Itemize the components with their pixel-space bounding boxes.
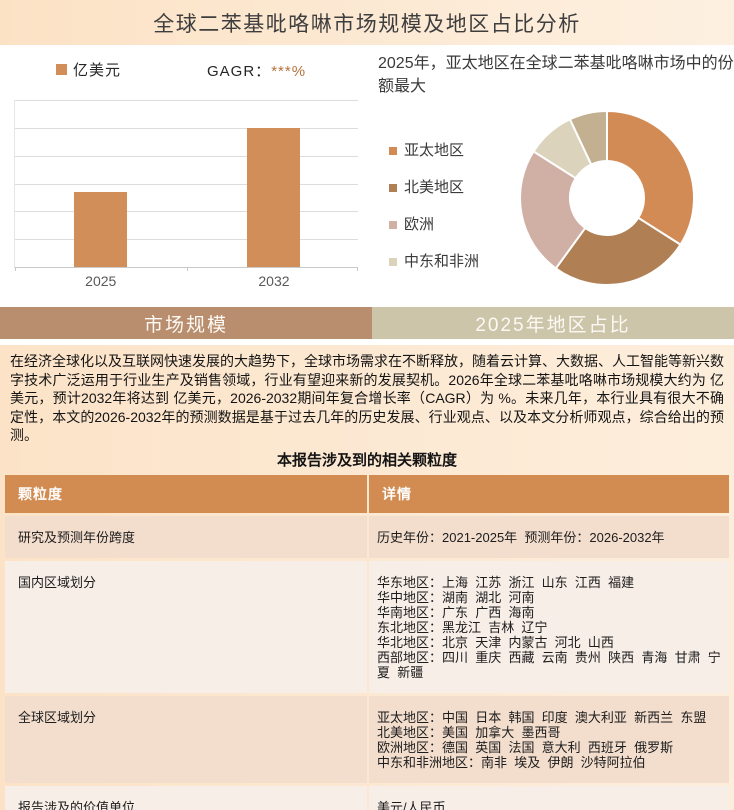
- bar-chart-legend: 亿美元: [56, 59, 121, 80]
- detail-cell: 历史年份：2021-2025年 预测年份：2026-2032年: [369, 515, 729, 558]
- column-header-granularity: 颗粒度: [5, 474, 367, 513]
- detail-cell: 美元/人民币: [369, 785, 729, 810]
- tab-market-size[interactable]: 市场规模: [0, 307, 372, 339]
- donut-legend: 亚太地区北美地区欧洲中东和非洲: [389, 141, 482, 289]
- donut-legend-label: 北美地区: [404, 179, 465, 196]
- donut-slice-欧洲: [519, 149, 587, 270]
- detail-cell: 亚太地区：中国 日本 韩国 印度 澳大利亚 新西兰 东盟 北美地区：美国 加拿大…: [369, 695, 729, 783]
- donut-chart-title: 2025年，亚太地区在全球二苯基吡咯啉市场中的份额最大: [378, 55, 734, 95]
- granularity-cell: 报告涉及的价值单位: [5, 785, 367, 810]
- gridline: [15, 155, 358, 157]
- donut-legend-item: 欧洲: [389, 215, 482, 235]
- legend-label: 亿美元: [73, 62, 122, 79]
- bar-2025: [74, 191, 128, 267]
- gridline: [15, 211, 358, 213]
- donut-legend-label: 亚太地区: [404, 142, 465, 159]
- legend-swatch-icon: [389, 184, 397, 192]
- donut-legend-item: 北美地区: [389, 178, 482, 198]
- page-header: 全球二苯基吡咯啉市场规模及地区占比分析: [0, 0, 734, 45]
- tab-region-share[interactable]: 2025年地区占比: [372, 307, 734, 339]
- legend-swatch-icon: [56, 64, 67, 75]
- table-row: 报告涉及的价值单位 美元/人民币: [5, 785, 729, 810]
- axis-tick: [15, 267, 16, 271]
- legend-swatch-icon: [389, 221, 397, 229]
- legend-swatch-icon: [389, 147, 397, 155]
- axis-tick: [186, 267, 188, 271]
- table-row: 研究及预测年份跨度 历史年份：2021-2025年 预测年份：2026-2032年: [5, 515, 729, 558]
- donut-slice-unlabeled: [568, 109, 608, 166]
- donut-legend-item: 中东和非洲: [389, 252, 482, 272]
- donut-slice-亚太地区: [606, 109, 695, 247]
- donut-legend-item: 亚太地区: [389, 141, 482, 161]
- granularity-table-title: 本报告涉及到的相关颗粒度: [276, 451, 457, 469]
- table-body: 研究及预测年份跨度 历史年份：2021-2025年 预测年份：2026-2032年…: [5, 515, 729, 810]
- axis-tick: [357, 267, 358, 271]
- gridline: [15, 127, 358, 129]
- cagr-label: GAGR：: [207, 63, 272, 80]
- summary-section: 在经济全球化以及互联网快速发展的大趋势下，全球市场需求在不断释放，随着云计算、大…: [0, 345, 734, 810]
- bar-category-label: 2025: [85, 273, 117, 289]
- granularity-cell: 国内区域划分: [5, 560, 367, 693]
- table-row: 全球区域划分 亚太地区：中国 日本 韩国 印度 澳大利亚 新西兰 东盟 北美地区：…: [5, 695, 729, 783]
- bar-category-label: 2032: [258, 273, 290, 289]
- table-row: 国内区域划分 华东地区：上海 江苏 浙江 山东 江西 福建 华中地区：湖南 湖北 …: [5, 560, 729, 693]
- charts-section: 亿美元 GAGR：***% 2025 2032 2025年，亚太地区在全球二苯基吡…: [0, 45, 734, 307]
- section-tabs: 市场规模 2025年地区占比: [0, 307, 734, 339]
- page-title: 全球二苯基吡咯啉市场规模及地区占比分析: [153, 12, 581, 36]
- donut-legend-label: 欧洲: [404, 216, 435, 233]
- donut-chart: [519, 109, 695, 286]
- donut-slice-北美地区: [554, 216, 682, 286]
- summary-paragraph: 在经济全球化以及互联网快速发展的大趋势下，全球市场需求在不断释放，随着云计算、大…: [10, 353, 724, 443]
- legend-swatch-icon: [389, 258, 397, 266]
- gridline: [15, 183, 358, 185]
- donut-legend-label: 中东和非洲: [404, 253, 480, 270]
- bar-chart-plot: 2025 2032: [14, 100, 358, 289]
- gridline: [15, 239, 358, 241]
- table-header-row: 颗粒度 详情: [5, 474, 729, 513]
- detail-cell: 华东地区：上海 江苏 浙江 山东 江西 福建 华中地区：湖南 湖北 河南 华南地…: [369, 560, 729, 693]
- bar-2032: [247, 127, 301, 267]
- gridline: [15, 100, 358, 101]
- column-header-detail: 详情: [369, 474, 729, 513]
- granularity-cell: 研究及预测年份跨度: [5, 515, 367, 558]
- cagr-annotation: GAGR：***%: [207, 60, 306, 81]
- granularity-table: 颗粒度 详情 研究及预测年份跨度 历史年份：2021-2025年 预测年份：202…: [5, 474, 729, 810]
- granularity-cell: 全球区域划分: [5, 695, 367, 783]
- cagr-value: ***%: [271, 63, 307, 80]
